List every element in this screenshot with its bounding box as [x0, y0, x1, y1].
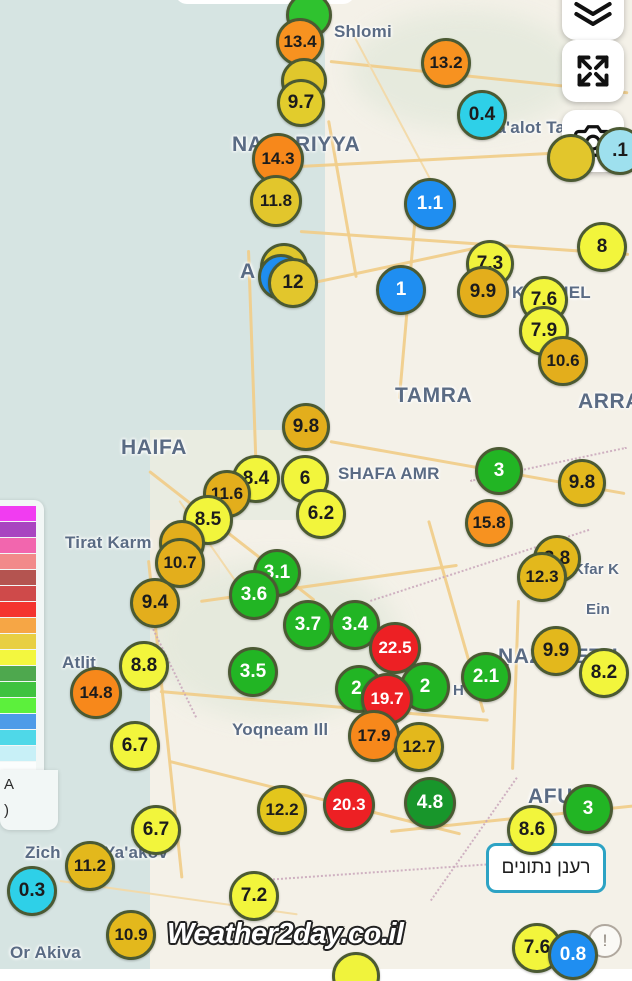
- legend-swatch-12: [0, 698, 36, 713]
- station-marker[interactable]: 0.4: [457, 90, 507, 140]
- station-marker[interactable]: 9.8: [558, 459, 606, 507]
- station-marker[interactable]: 9.9: [531, 626, 581, 676]
- legend-swatch-8: [0, 634, 36, 649]
- station-marker[interactable]: 0.3: [7, 866, 57, 916]
- station-marker[interactable]: 6.2: [296, 489, 346, 539]
- station-marker[interactable]: .1: [596, 127, 632, 175]
- info-badge-label: !: [602, 931, 608, 950]
- legend-caption-line1: A: [4, 776, 15, 793]
- legend-swatch-7: [0, 618, 36, 633]
- station-marker[interactable]: 10.6: [538, 336, 588, 386]
- station-marker[interactable]: 7.6: [512, 923, 562, 973]
- station-marker[interactable]: [547, 134, 595, 182]
- station-marker[interactable]: 3: [475, 447, 523, 495]
- station-marker[interactable]: 0.8: [548, 930, 598, 980]
- legend-swatch-5: [0, 586, 36, 601]
- station-marker[interactable]: 15.8: [465, 499, 513, 547]
- station-marker[interactable]: 8.2: [579, 648, 629, 698]
- legend-caption: A ): [0, 770, 58, 830]
- station-marker[interactable]: 3.5: [228, 647, 278, 697]
- legend-swatch-3: [0, 554, 36, 569]
- road: [511, 599, 520, 770]
- station-marker[interactable]: 13.2: [421, 38, 471, 88]
- refresh-data-label: רענן נתונים: [501, 857, 591, 878]
- legend-swatch-4: [0, 570, 36, 585]
- station-marker[interactable]: 8.6: [507, 805, 557, 855]
- station-marker[interactable]: 9.4: [130, 578, 180, 628]
- fullscreen-button[interactable]: [562, 40, 624, 102]
- legend-swatch-11: [0, 682, 36, 697]
- station-marker[interactable]: 9.9: [457, 266, 509, 318]
- station-marker[interactable]: 2.1: [461, 652, 511, 702]
- legend-swatch-1: [0, 522, 36, 537]
- station-marker[interactable]: 7.2: [229, 871, 279, 921]
- station-marker[interactable]: 11.2: [65, 841, 115, 891]
- place-label-tamra: TAMRA: [395, 384, 473, 407]
- station-marker[interactable]: 12.7: [394, 722, 444, 772]
- station-marker[interactable]: 14.8: [70, 667, 122, 719]
- legend-swatch-13: [0, 714, 36, 729]
- station-marker[interactable]: 6.7: [110, 721, 160, 771]
- station-marker[interactable]: 12.2: [257, 785, 307, 835]
- bottom-strip: [0, 969, 632, 981]
- station-marker[interactable]: 9.8: [282, 403, 330, 451]
- boundary-line: [250, 861, 510, 882]
- station-marker[interactable]: 9.7: [277, 79, 325, 127]
- station-marker[interactable]: 3: [563, 784, 613, 834]
- layers-icon: [573, 0, 613, 29]
- legend-swatch-14: [0, 730, 36, 745]
- legend-swatch-10: [0, 666, 36, 681]
- legend-caption-line2: ): [4, 802, 9, 819]
- place-label-yoqneam-illit: Yoqneam Ill: [232, 720, 329, 739]
- station-marker[interactable]: 12: [268, 258, 318, 308]
- station-marker[interactable]: [332, 952, 380, 981]
- color-scale-legend: [0, 500, 44, 795]
- legend-swatch-9: [0, 650, 36, 665]
- place-label-arraba: ARRA: [578, 390, 632, 413]
- legend-swatch-15: [0, 746, 36, 761]
- station-marker[interactable]: 11.8: [250, 175, 302, 227]
- legend-swatch-0: [0, 506, 36, 521]
- station-marker[interactable]: 4.8: [404, 777, 456, 829]
- station-marker[interactable]: 17.9: [348, 710, 400, 762]
- station-marker[interactable]: 6.7: [131, 805, 181, 855]
- place-label-shafa-amr: SHAFA AMR: [338, 464, 440, 483]
- legend-swatch-2: [0, 538, 36, 553]
- layers-button[interactable]: [562, 0, 624, 40]
- station-marker[interactable]: 10.7: [155, 538, 205, 588]
- station-marker[interactable]: 1.1: [404, 178, 456, 230]
- fullscreen-icon: [575, 53, 611, 89]
- station-marker[interactable]: 1: [376, 265, 426, 315]
- legend-swatch-6: [0, 602, 36, 617]
- station-marker[interactable]: 20.3: [323, 779, 375, 831]
- station-marker[interactable]: 8: [577, 222, 627, 272]
- top-notch: [175, 0, 355, 4]
- station-marker[interactable]: 12.3: [517, 552, 567, 602]
- station-marker[interactable]: 3.7: [283, 600, 333, 650]
- station-marker[interactable]: 8.8: [119, 641, 169, 691]
- road: [327, 120, 358, 279]
- place-label-ein-mahil: Ein: [586, 601, 610, 618]
- legend-swatches: [0, 506, 44, 777]
- station-marker[interactable]: 10.9: [106, 910, 156, 960]
- station-marker[interactable]: 3.6: [229, 570, 279, 620]
